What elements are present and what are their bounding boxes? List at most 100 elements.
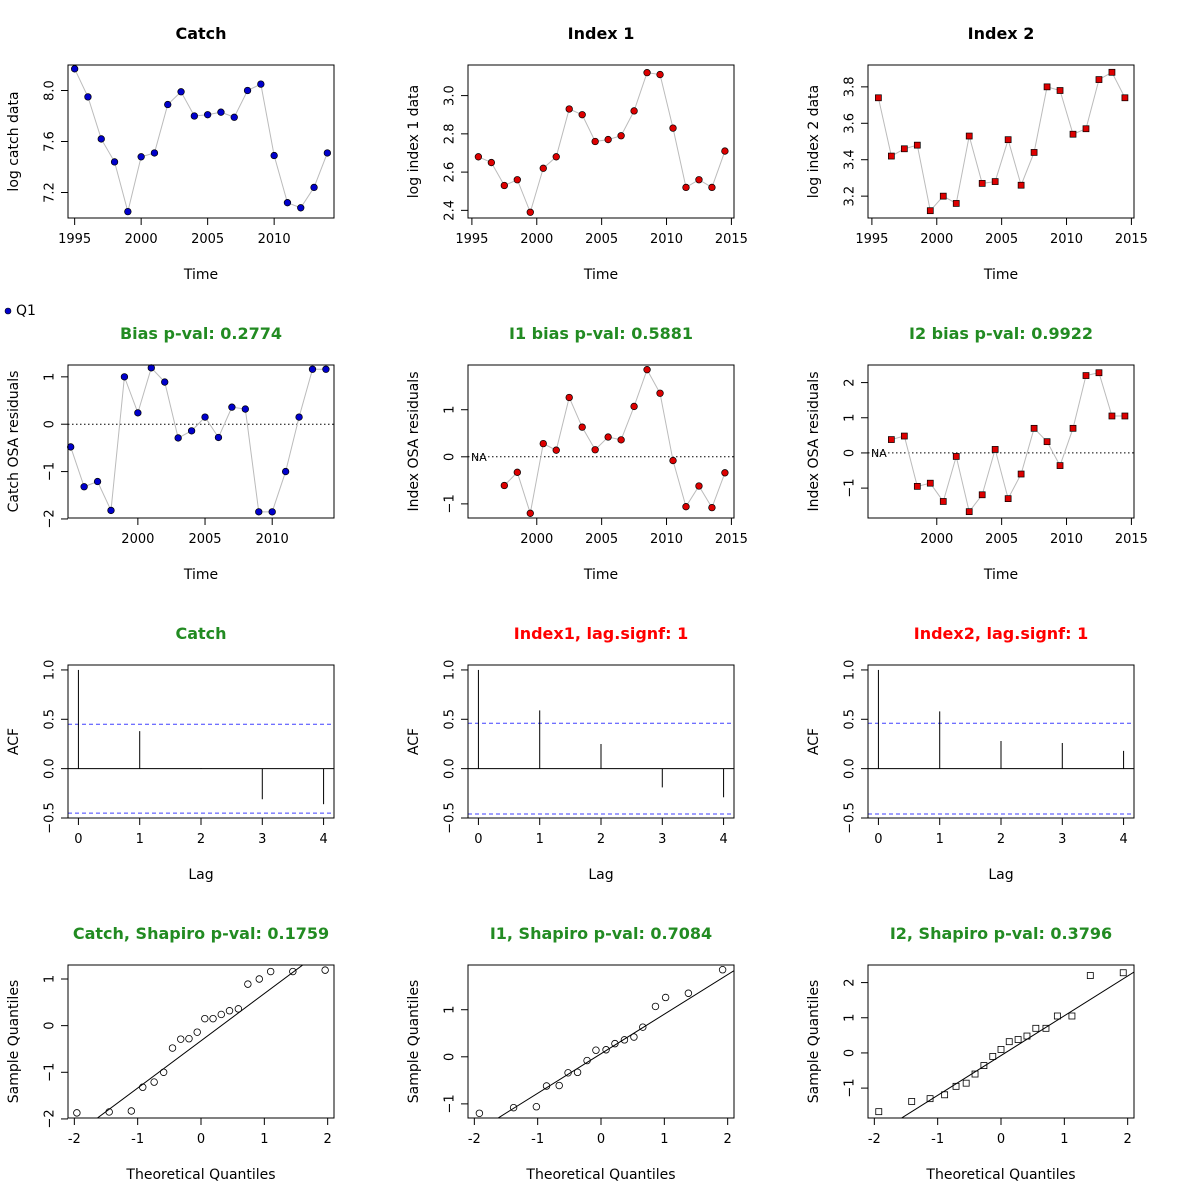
data-point bbox=[1119, 969, 1127, 977]
chart-title: Index2, lag.signf: 1 bbox=[914, 624, 1088, 643]
data-point bbox=[217, 1010, 225, 1019]
panel-resid-index2: I2 bias p-val: 0.9922 Time Index OSA resid… bbox=[806, 324, 1148, 583]
plot-frame bbox=[867, 664, 1135, 819]
data-point bbox=[1095, 369, 1103, 377]
data-point bbox=[1030, 424, 1038, 432]
data-point bbox=[656, 389, 664, 397]
data-point bbox=[682, 183, 690, 192]
data-point bbox=[539, 164, 547, 172]
data-point bbox=[1014, 1036, 1022, 1043]
data-point bbox=[159, 1068, 168, 1076]
qq-reference-line bbox=[497, 970, 734, 1118]
data-point bbox=[939, 498, 947, 505]
data-point bbox=[241, 405, 249, 413]
data-point bbox=[721, 469, 729, 477]
plot-frame bbox=[67, 64, 335, 219]
data-point bbox=[989, 1053, 997, 1060]
data-point bbox=[695, 176, 703, 184]
y-tick-label: 0.5 bbox=[843, 709, 858, 730]
series-connector bbox=[891, 372, 1125, 513]
data-point bbox=[602, 1046, 610, 1054]
data-point bbox=[578, 111, 586, 119]
data-point bbox=[965, 508, 973, 516]
data-point bbox=[900, 145, 908, 153]
x-tick-label: 1 bbox=[1060, 1132, 1068, 1147]
data-point bbox=[513, 468, 521, 476]
data-point bbox=[565, 393, 573, 402]
data-point bbox=[513, 176, 521, 184]
x-axis-label: Time bbox=[183, 567, 218, 583]
y-tick-label: 1 bbox=[843, 1014, 858, 1022]
data-point bbox=[150, 1078, 158, 1086]
x-axis-label: Time bbox=[983, 267, 1018, 283]
x-tick-label: 2005 bbox=[191, 232, 224, 247]
x-tick-label: 2000 bbox=[520, 232, 553, 247]
y-tick-label: 0.0 bbox=[443, 758, 458, 779]
panel-qq-index2: I2, Shapiro p-val: 0.3796 Theoretical Qua… bbox=[806, 924, 1135, 1183]
x-tick-label: 2 bbox=[997, 832, 1005, 847]
x-axis-label: Lag bbox=[588, 867, 613, 883]
data-point bbox=[639, 1023, 647, 1031]
chart-title: Index 1 bbox=[568, 24, 635, 43]
data-point bbox=[997, 1046, 1005, 1053]
x-tick-label: 0 bbox=[197, 1132, 205, 1147]
data-point bbox=[257, 80, 265, 88]
plot-frame bbox=[867, 64, 1135, 219]
x-tick-label: 2005 bbox=[985, 232, 1018, 247]
data-point bbox=[289, 967, 297, 976]
data-point bbox=[682, 503, 690, 511]
data-point bbox=[978, 180, 986, 187]
y-tick-label: 3.8 bbox=[843, 77, 858, 98]
x-tick-label: 1 bbox=[260, 1132, 268, 1147]
data-point bbox=[1056, 462, 1064, 469]
y-axis-label: Index OSA residuals bbox=[406, 372, 422, 512]
y-tick-label: 7.2 bbox=[43, 182, 58, 203]
data-point bbox=[564, 1069, 572, 1077]
data-point bbox=[900, 432, 908, 440]
y-tick-label: 0.0 bbox=[43, 758, 58, 779]
data-point bbox=[297, 204, 305, 212]
data-point bbox=[150, 149, 159, 157]
chart-title: Bias p-val: 0.2774 bbox=[120, 324, 282, 343]
x-axis-label: Time bbox=[183, 267, 218, 283]
x-axis-label: Time bbox=[983, 567, 1018, 583]
data-point bbox=[526, 509, 534, 517]
x-tick-label: -1 bbox=[531, 1132, 544, 1147]
data-point bbox=[1004, 136, 1012, 144]
data-point bbox=[695, 482, 703, 490]
y-tick-label: 3.0 bbox=[443, 85, 458, 106]
x-tick-label: 2000 bbox=[125, 232, 158, 247]
y-tick-label: 0.0 bbox=[843, 758, 858, 779]
data-point bbox=[721, 147, 729, 155]
data-point bbox=[708, 183, 716, 192]
plot-frame bbox=[67, 964, 335, 1119]
data-point bbox=[509, 1103, 518, 1112]
data-point bbox=[591, 446, 599, 454]
chart-title: I2 bias p-val: 0.9922 bbox=[909, 324, 1093, 343]
data-point bbox=[1108, 68, 1116, 76]
data-point bbox=[281, 467, 290, 476]
x-tick-label: -1 bbox=[931, 1132, 944, 1147]
data-point bbox=[565, 105, 573, 113]
data-point bbox=[1056, 87, 1064, 94]
panel-qq-index1: I1, Shapiro p-val: 0.7084 Theoretical Qua… bbox=[406, 924, 735, 1183]
data-point bbox=[124, 207, 132, 216]
panel-acf-index2: Index2, lag.signf: 1 Lag ACF 0 1 2 3 4 −0.5 0.0 0.… bbox=[806, 624, 1135, 883]
data-point bbox=[1095, 76, 1103, 83]
data-point bbox=[321, 966, 329, 974]
x-axis-label: Lag bbox=[988, 867, 1013, 883]
x-axis-label: Time bbox=[583, 567, 618, 583]
y-tick-label: −0.5 bbox=[443, 802, 458, 834]
data-point bbox=[591, 137, 599, 146]
data-point bbox=[888, 152, 895, 160]
x-tick-label: 2015 bbox=[1115, 232, 1148, 247]
y-tick-label: 3.4 bbox=[843, 149, 858, 170]
data-point bbox=[532, 1103, 541, 1111]
data-point bbox=[161, 378, 169, 386]
y-tick-label: 1 bbox=[443, 1006, 458, 1014]
plot-frame bbox=[467, 664, 735, 819]
x-tick-label: 2 bbox=[1124, 1132, 1132, 1147]
data-point bbox=[526, 208, 534, 216]
x-tick-label: 1995 bbox=[58, 232, 91, 247]
data-point bbox=[913, 482, 921, 490]
